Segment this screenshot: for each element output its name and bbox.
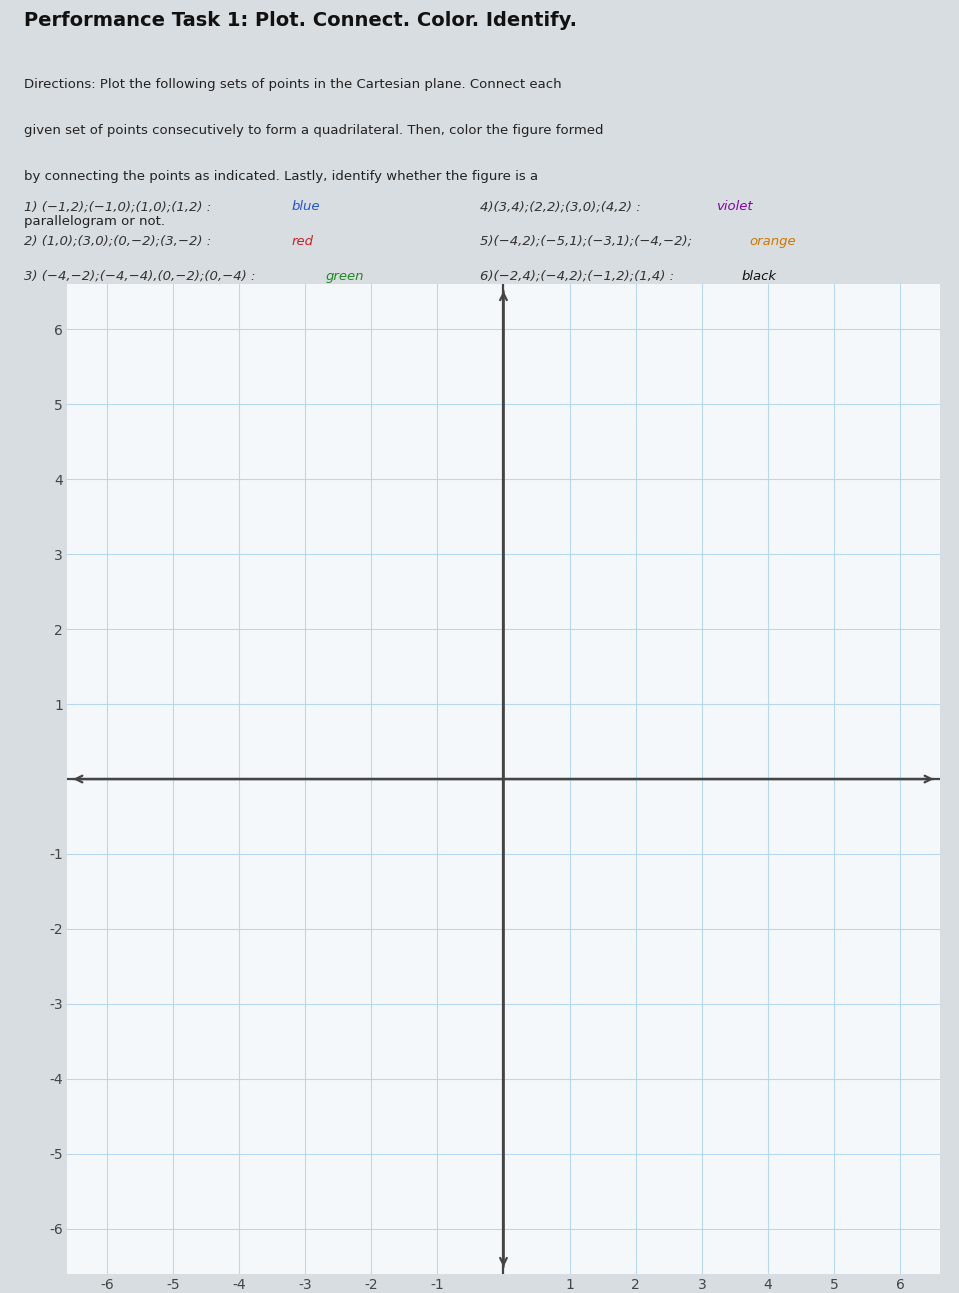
Text: green: green: [326, 270, 364, 283]
Text: Directions: Plot the following sets of points in the Cartesian plane. Connect ea: Directions: Plot the following sets of p…: [24, 78, 562, 91]
Text: 2) (1,0);(3,0);(0,−2);(3,−2) :: 2) (1,0);(3,0);(0,−2);(3,−2) :: [24, 235, 216, 248]
Text: black: black: [741, 270, 776, 283]
Text: 4)(3,4);(2,2);(3,0);(4,2) :: 4)(3,4);(2,2);(3,0);(4,2) :: [480, 200, 644, 213]
Text: parallelogram or not.: parallelogram or not.: [24, 216, 165, 229]
Text: 1) (−1,2);(−1,0);(1,0);(1,2) :: 1) (−1,2);(−1,0);(1,0);(1,2) :: [24, 200, 216, 213]
Text: given set of points consecutively to form a quadrilateral. Then, color the figur: given set of points consecutively to for…: [24, 124, 603, 137]
Text: red: red: [292, 235, 314, 248]
Text: orange: orange: [750, 235, 796, 248]
Text: by connecting the points as indicated. Lastly, identify whether the figure is a: by connecting the points as indicated. L…: [24, 169, 538, 182]
Text: 3) (−4,−2);(−4,−4),(0,−2);(0,−4) :: 3) (−4,−2);(−4,−4),(0,−2);(0,−4) :: [24, 270, 260, 283]
Text: 6)(−2,4);(−4,2);(−1,2);(1,4) :: 6)(−2,4);(−4,2);(−1,2);(1,4) :: [480, 270, 678, 283]
Text: violet: violet: [715, 200, 753, 213]
Text: 5)(−4,2);(−5,1);(−3,1);(−4,−2);: 5)(−4,2);(−5,1);(−3,1);(−4,−2);: [480, 235, 696, 248]
Text: blue: blue: [292, 200, 320, 213]
Text: Performance Task 1: Plot. Connect. Color. Identify.: Performance Task 1: Plot. Connect. Color…: [24, 12, 577, 30]
